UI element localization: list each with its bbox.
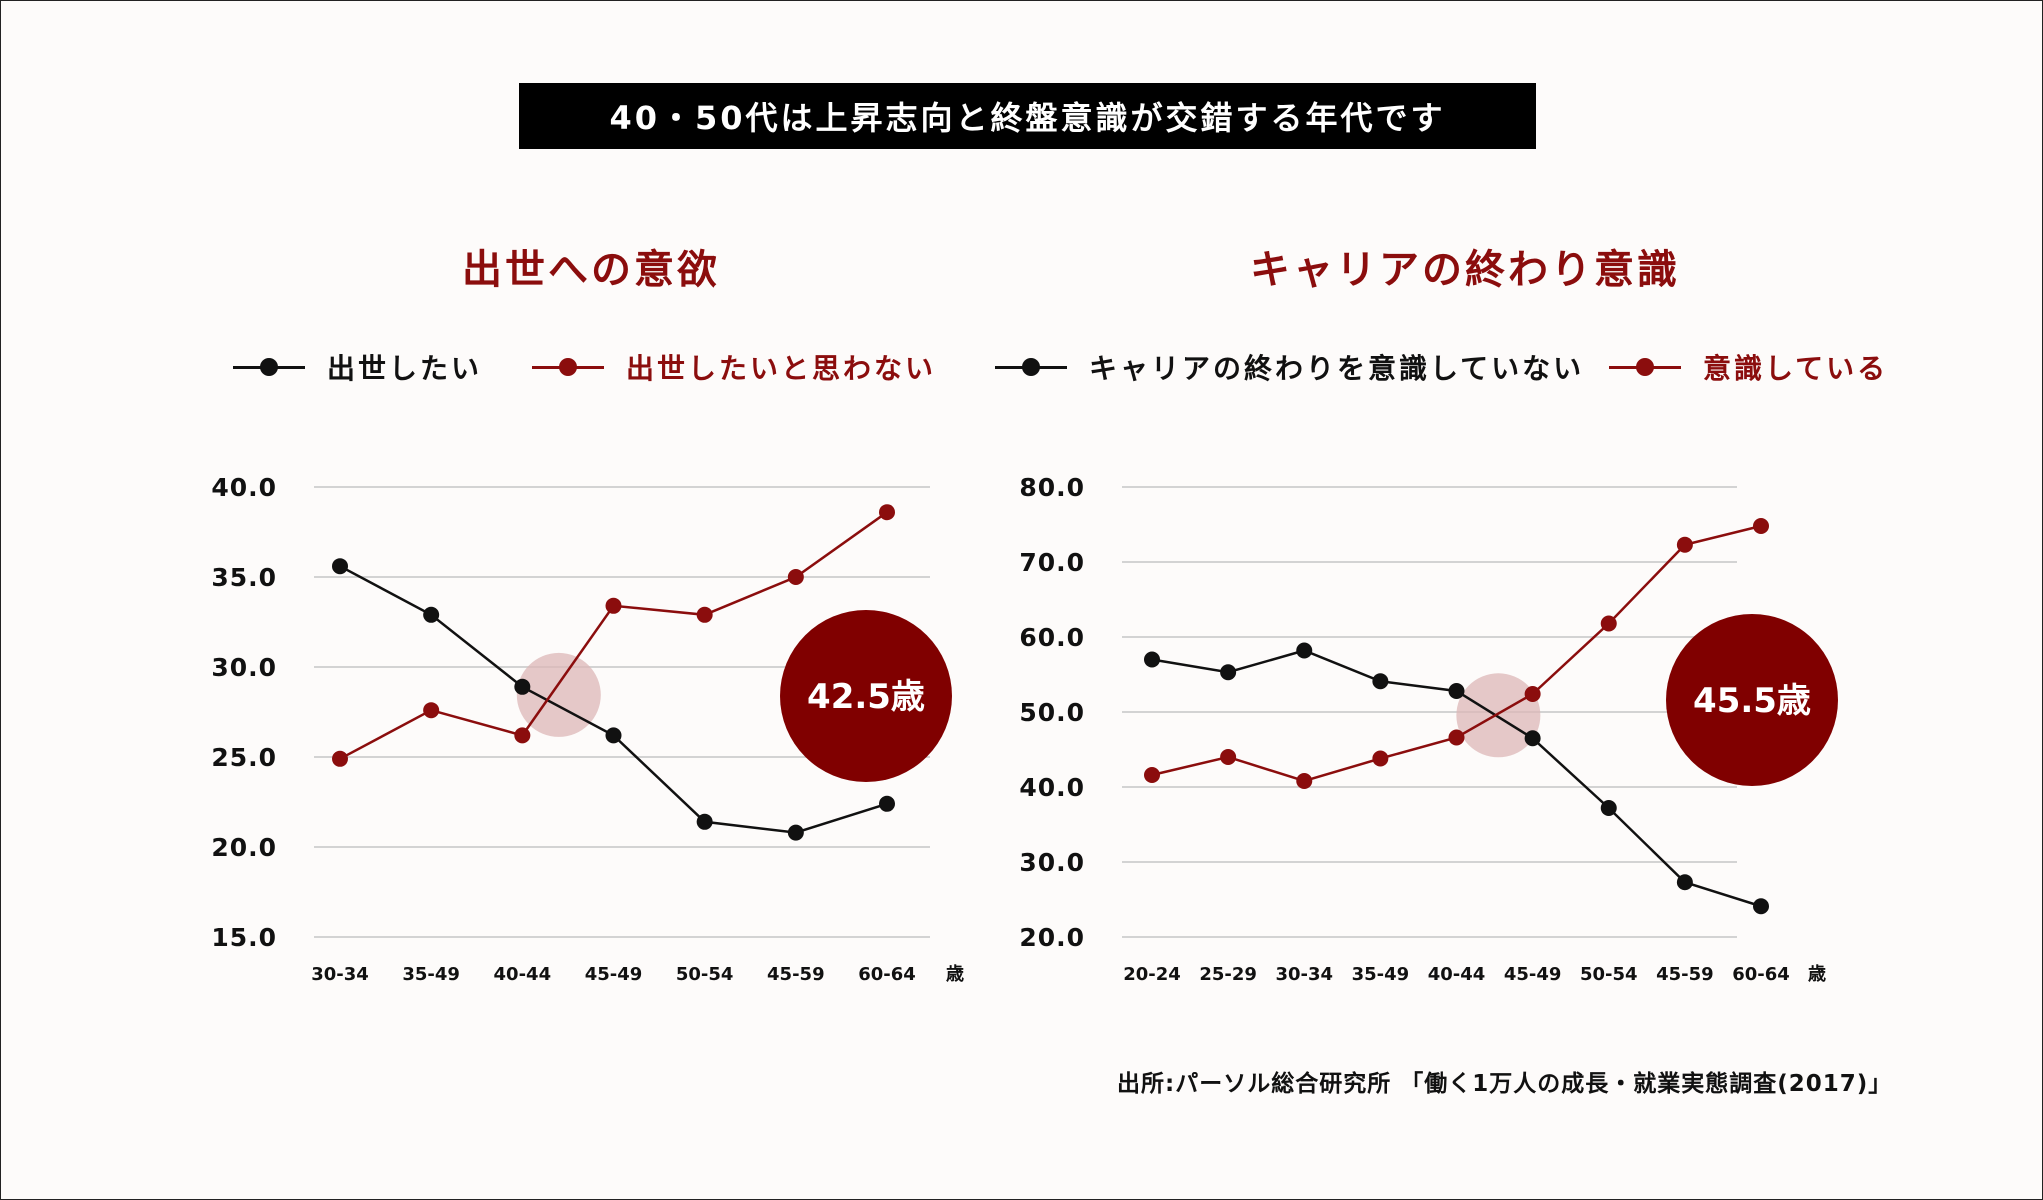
chart2-series-2-point: [1600, 615, 1617, 632]
chart1-age-badge-label: 42.5歳: [807, 677, 925, 717]
chart2-age-badge: [1666, 614, 1838, 786]
chart1-y-tick-label: 25.0: [211, 743, 277, 772]
chart2-series-2-point: [1372, 750, 1389, 767]
chart1-y-tick-label: 20.0: [211, 833, 277, 862]
legend-swatch-red: [532, 347, 604, 387]
chart2-crossover-highlight: [1456, 673, 1541, 758]
chart1-y-tick-label: 30.0: [211, 653, 277, 682]
chart1-series-2-point: [332, 750, 348, 767]
legend-item-want-promotion: 出世したい: [233, 347, 482, 387]
chart1-series-2-point: [879, 504, 895, 521]
chart2-x-tick-label: 25-29: [1199, 964, 1257, 985]
chart2-x-tick-label: 35-49: [1352, 964, 1410, 985]
legend-item-no-promotion: 出世したいと思わない: [532, 347, 936, 387]
chart2-y-tick-label: 40.0: [1019, 773, 1085, 802]
chart2-x-tick-label: 45-59: [1656, 964, 1714, 985]
left-chart-title: 出世への意欲: [462, 247, 720, 293]
legend-item-conscious: 意識している: [1609, 347, 1888, 387]
chart2-y-tick-label: 80.0: [1019, 473, 1085, 502]
chart2-series-1-point: [1448, 683, 1465, 699]
chart1-x-tick-label: 50-54: [676, 964, 734, 985]
chart1-series-1-point: [423, 606, 440, 623]
right-chart-title: キャリアの終わり意識: [1250, 247, 1680, 293]
chart1-series-1-point: [696, 813, 713, 830]
chart2-series-1-point: [1524, 730, 1541, 747]
legend-label: 出世したい: [327, 352, 483, 385]
chart2-series-2-point: [1296, 773, 1313, 789]
legend-label: キャリアの終わりを意識していない: [1089, 352, 1585, 385]
chart2-age-badge-label: 45.5歳: [1693, 681, 1811, 721]
chart2-series-1-point: [1144, 651, 1160, 668]
chart1-y-tick-label: 40.0: [211, 473, 277, 502]
legend-swatch-red: [1609, 347, 1681, 387]
legend-swatch-black: [233, 347, 305, 387]
legend-label: 出世したいと思わない: [626, 352, 937, 385]
chart2-x-tick-label: 45-49: [1504, 964, 1562, 985]
chart2-series-2-point: [1220, 749, 1237, 765]
chart1-crossover-highlight: [516, 652, 601, 737]
chart2-series-1-point: [1753, 898, 1769, 915]
chart1-y-tick-label: 35.0: [211, 563, 277, 592]
chart1-y-tick-label: 15.0: [211, 923, 277, 952]
chart2-series-1-point: [1372, 673, 1389, 690]
chart1-series-1-point: [879, 795, 895, 812]
chart2-series-1-point: [1676, 874, 1693, 891]
chart2-series-2-point: [1448, 729, 1465, 746]
chart1-series-1-point: [605, 727, 622, 744]
chart1-x-tick-label: 45-49: [585, 964, 643, 985]
chart1-series-2-point: [787, 569, 804, 585]
chart2-x-tick-label: 20-24: [1123, 964, 1181, 985]
chart1-series-1-point: [332, 558, 348, 575]
chart2-x-tick-label: 60-64: [1732, 964, 1790, 985]
chart1-x-unit-label: 歳: [946, 964, 964, 985]
chart1-x-tick-label: 40-44: [494, 964, 552, 985]
chart2-series-1-point: [1296, 642, 1313, 659]
chart2-y-tick-label: 50.0: [1019, 698, 1085, 727]
chart1-x-tick-label: 45-59: [767, 964, 825, 985]
legend-item-not-conscious: キャリアの終わりを意識していない: [995, 347, 1584, 387]
chart1-series-2-point: [514, 727, 531, 744]
headline-banner: 40・50代は上昇志向と終盤意識が交錯する年代です: [519, 83, 1536, 149]
chart1-series-1-point: [787, 824, 804, 841]
chart1-x-tick-label: 35-49: [402, 964, 460, 985]
chart2-x-unit-label: 歳: [1808, 964, 1826, 985]
source-note: 出所:パーソル総合研究所 「働く1万人の成長・就業実態調査(2017)」: [1117, 1071, 1893, 1097]
chart1-age-badge: [780, 610, 952, 782]
chart1-series-2-point: [423, 702, 440, 719]
chart1-series-2-point: [605, 597, 622, 614]
chart2-series-1-point: [1220, 664, 1237, 681]
legend-swatch-black: [995, 347, 1067, 387]
chart2-y-tick-label: 20.0: [1019, 923, 1085, 952]
chart2-series-2-point: [1753, 518, 1769, 534]
chart1-series-2-point: [696, 606, 713, 623]
chart2-x-tick-label: 30-34: [1275, 964, 1333, 985]
chart2-series-2-point: [1144, 767, 1160, 783]
chart1-x-tick-label: 60-64: [858, 964, 916, 985]
legend-label: 意識している: [1703, 352, 1889, 385]
chart2-y-tick-label: 60.0: [1019, 623, 1085, 652]
chart2-series-1-point: [1600, 800, 1617, 816]
chart2-x-tick-label: 50-54: [1580, 964, 1638, 985]
chart1-series-1-point: [514, 678, 531, 695]
chart2-y-tick-label: 30.0: [1019, 848, 1085, 877]
chart2-series-2-point: [1676, 536, 1693, 553]
chart1-x-tick-label: 30-34: [311, 964, 369, 985]
chart2-x-tick-label: 40-44: [1428, 964, 1486, 985]
chart2-y-tick-label: 70.0: [1019, 548, 1085, 577]
chart2-series-2-point: [1524, 686, 1541, 702]
